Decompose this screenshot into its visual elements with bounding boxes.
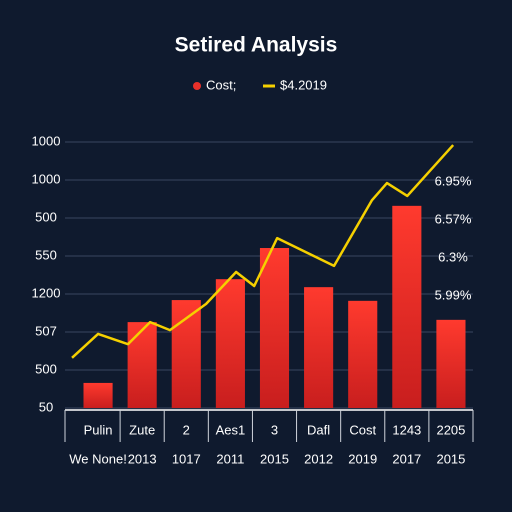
legend-swatch [193, 82, 201, 90]
y-tick-label: 500 [35, 361, 57, 376]
x-tick-label: Cost [349, 422, 376, 437]
bar [127, 322, 157, 408]
legend-label: Cost; [206, 77, 236, 92]
bar [392, 205, 422, 408]
x-tick-label-secondary: 1017 [172, 451, 201, 466]
y-tick-label: 507 [35, 323, 57, 338]
x-tick-label: 3 [271, 422, 278, 437]
x-tick-label-secondary: 2017 [392, 451, 421, 466]
x-tick-label: Zute [129, 422, 155, 437]
y-tick-label: 1200 [32, 285, 61, 300]
y-tick-label: 500 [35, 209, 57, 224]
bar [259, 248, 290, 408]
x-tick-label-secondary: 2015 [260, 451, 289, 466]
y-tick-label: 550 [35, 247, 57, 262]
annotation: 5.99% [435, 287, 472, 302]
annotation: 6.3% [438, 249, 468, 264]
x-tick-label: 2 [183, 422, 190, 437]
x-tick-label-secondary: 2015 [436, 451, 465, 466]
annotation: 6.95% [435, 173, 472, 188]
bar [171, 300, 201, 408]
y-tick-label: 1000 [32, 133, 61, 148]
bar [83, 382, 113, 408]
x-tick-label-secondary: 2019 [348, 451, 377, 466]
x-tick-label-secondary: We None! [69, 451, 127, 466]
x-tick-label: Dafl [307, 422, 330, 437]
bar [304, 287, 334, 408]
bar [215, 279, 245, 408]
x-tick-label: 1243 [392, 422, 421, 437]
bar [436, 319, 466, 408]
annotation: 6.57% [435, 211, 472, 226]
legend-label: $4.2019 [280, 77, 327, 92]
y-tick-label: 50 [39, 399, 53, 414]
bar [348, 300, 378, 408]
x-tick-label-secondary: 2012 [304, 451, 333, 466]
x-tick-label-secondary: 2011 [216, 451, 244, 466]
x-tick-label: Aes1 [216, 422, 246, 437]
y-tick-label: 1000 [32, 171, 61, 186]
x-tick-label: Pulin [84, 422, 113, 437]
x-tick-label-secondary: 2013 [128, 451, 157, 466]
line [71, 144, 455, 359]
chart-title: Setired Analysis [175, 34, 338, 57]
x-tick-label: 2205 [436, 422, 465, 437]
